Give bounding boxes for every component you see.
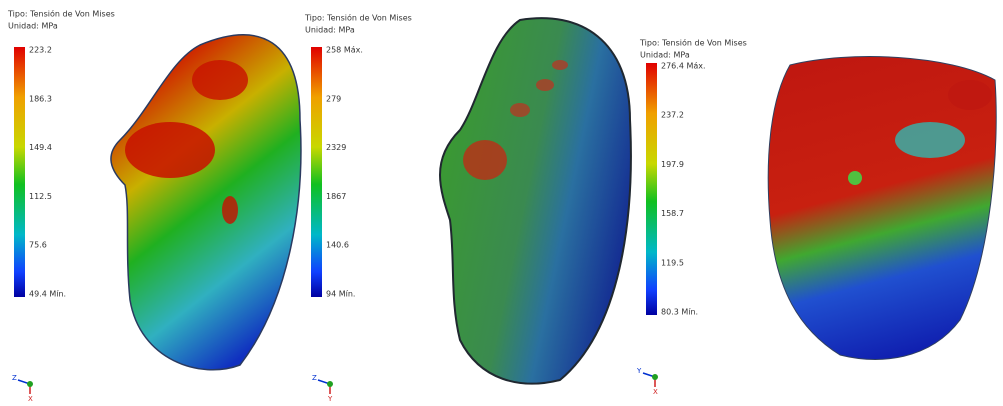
- triad-label: Y: [636, 367, 642, 375]
- color-bar: [646, 63, 657, 315]
- legend-label: 197.9: [661, 160, 684, 169]
- triad-label: Z: [312, 374, 317, 382]
- color-bar: [311, 47, 322, 297]
- legend-label: 158.7: [661, 209, 684, 218]
- legend-label: 276.4 Máx.: [661, 62, 706, 71]
- triad-origin: [652, 374, 658, 380]
- legend-label: 112.5: [29, 192, 52, 201]
- triad-label: X: [653, 388, 658, 396]
- legend-label: 80.3 Mín.: [661, 308, 698, 317]
- legend-label: 237.2: [661, 111, 684, 120]
- legend-label: 75.6: [29, 241, 47, 250]
- legend-type: Tipo: Tensión de Von Mises: [7, 9, 115, 19]
- legend-label: 49.4 Mín.: [29, 290, 66, 299]
- triad-label: Y: [327, 395, 333, 403]
- legend-label: 140.6: [326, 241, 349, 250]
- model-3: [768, 57, 996, 360]
- triad-label: X: [28, 395, 33, 403]
- legend-label: 258 Máx.: [326, 46, 363, 55]
- legend-type: Tipo: Tensión de Von Mises: [304, 13, 412, 23]
- legend-label: 94 Mín.: [326, 290, 355, 299]
- triad-label: Z: [12, 374, 17, 382]
- legend-label: 223.2: [29, 46, 52, 55]
- legend-type: Tipo: Tensión de Von Mises: [639, 38, 747, 48]
- legend-label: 149.4: [29, 143, 52, 152]
- legend-label: 186.3: [29, 94, 52, 103]
- legend-label: 2329: [326, 143, 346, 152]
- color-bar: [14, 47, 25, 297]
- legend-unit: Unidad: MPa: [640, 51, 690, 60]
- model-1: [111, 35, 301, 370]
- legend-label: 1867: [326, 192, 346, 201]
- triad-origin: [327, 381, 333, 387]
- legend-label: 119.5: [661, 258, 684, 267]
- triad-origin: [27, 381, 33, 387]
- legend-label: 279: [326, 94, 341, 103]
- model-2: [440, 18, 631, 383]
- figure: Tipo: Tensión de Von Mises Unidad: MPa 223…: [0, 0, 1003, 406]
- legend-unit: Unidad: MPa: [8, 22, 58, 31]
- legend-unit: Unidad: MPa: [305, 26, 355, 35]
